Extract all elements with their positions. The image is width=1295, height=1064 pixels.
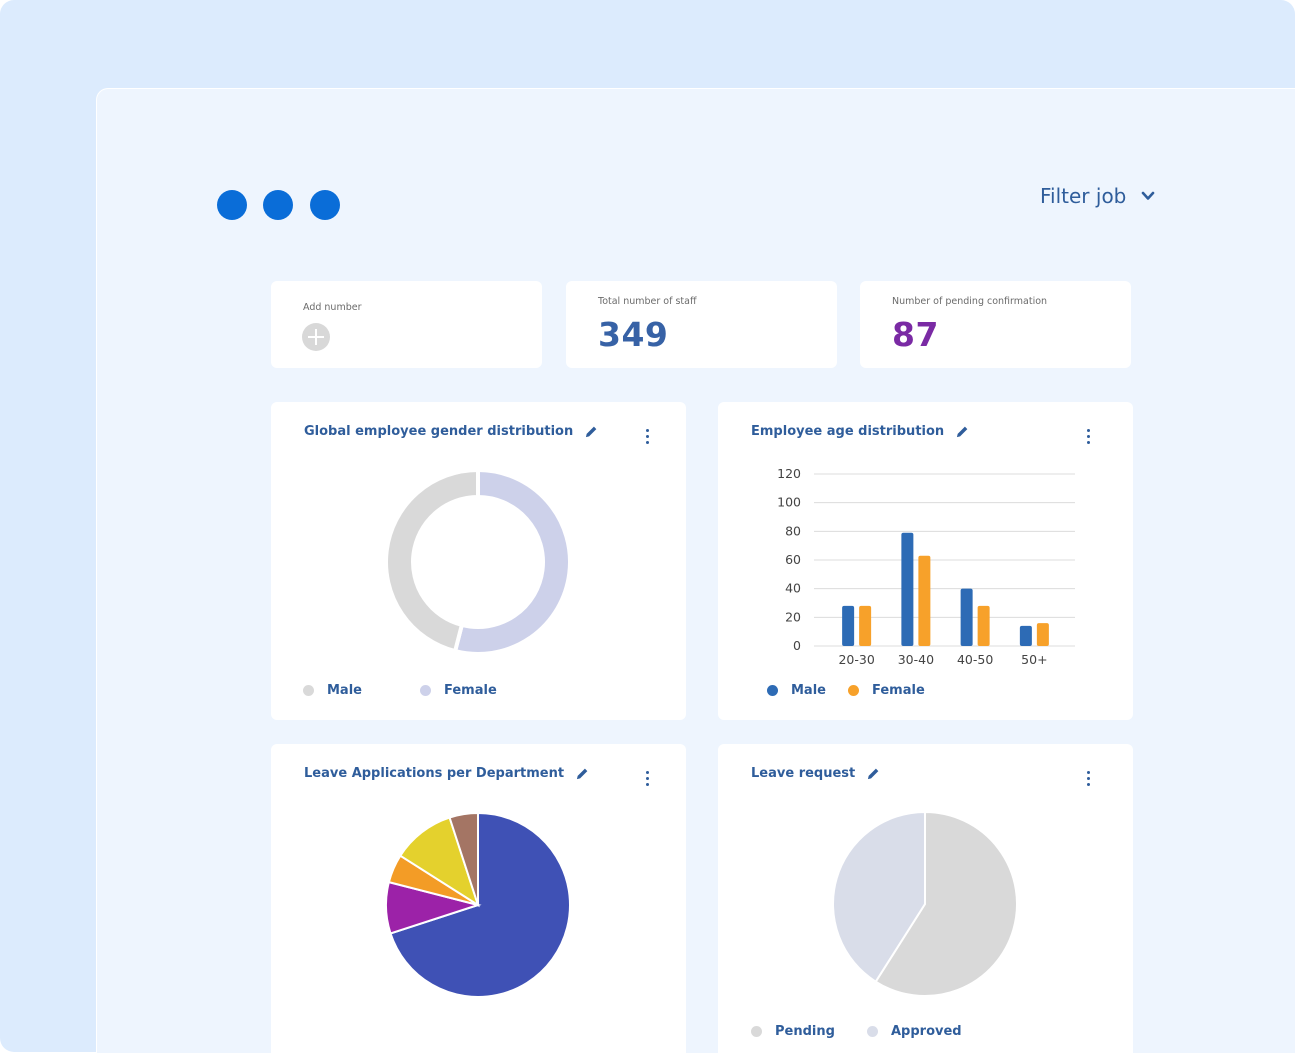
x-tick-label: 20-30: [838, 652, 874, 667]
age-card-title: Employee age distribution: [751, 424, 945, 439]
x-tick-label: 40-50: [957, 652, 993, 667]
plus-circle-icon[interactable]: [302, 323, 330, 351]
y-tick-label: 60: [785, 552, 801, 567]
pending-confirmation-label: Number of pending confirmation: [892, 296, 1048, 307]
filter-job-dropdown[interactable]: Filter job: [1040, 184, 1156, 208]
leave-per-department-card: Leave Applications per Department: [271, 744, 686, 1064]
leave-request-pie-chart: [832, 810, 1018, 997]
gender-distribution-card: Global employee gender distribution Male…: [271, 402, 686, 720]
gender-card-title: Global employee gender distribution: [304, 424, 574, 439]
y-tick-label: 20: [785, 609, 801, 624]
total-staff-label: Total number of staff: [598, 296, 697, 307]
card-title: Leave request: [751, 766, 880, 781]
legend-swatch: [867, 1026, 878, 1037]
edit-pencil-icon[interactable]: [956, 425, 969, 438]
legend-label: Female: [444, 683, 497, 698]
y-tick-label: 120: [777, 466, 801, 481]
leave-request-card-title: Leave request: [751, 766, 856, 781]
y-tick-label: 100: [777, 495, 801, 510]
gender-donut-chart: [384, 467, 572, 656]
legend-swatch: [303, 685, 314, 696]
legend-label: Pending: [775, 1024, 835, 1039]
window-dot-2: [263, 190, 293, 220]
bar-male: [901, 532, 914, 646]
bar-male: [1019, 625, 1032, 646]
x-tick-label: 30-40: [898, 652, 934, 667]
legend-label: Male: [791, 683, 826, 698]
card-title: Employee age distribution: [751, 424, 969, 439]
bar-male: [842, 605, 855, 646]
legend-swatch: [751, 1026, 762, 1037]
x-tick-label: 50+: [1021, 652, 1047, 667]
add-number-card[interactable]: Add number: [271, 281, 542, 368]
card-title: Global employee gender distribution: [304, 424, 598, 439]
legend-item-female: Female: [848, 683, 925, 698]
edit-pencil-icon[interactable]: [867, 767, 880, 780]
legend-item-approved: Approved: [867, 1024, 962, 1039]
y-tick-label: 80: [785, 523, 801, 538]
total-staff-value: 349: [598, 315, 669, 354]
card-title: Leave Applications per Department: [304, 766, 589, 781]
bar-female: [977, 605, 990, 646]
age-distribution-card: Employee age distribution 0 20 40 60 80 100 12…: [718, 402, 1133, 720]
chevron-down-icon: [1142, 191, 1155, 200]
legend-item-male: Male: [303, 683, 362, 698]
legend-swatch: [767, 685, 778, 696]
legend-item-female: Female: [420, 683, 497, 698]
legend-item-pending: Pending: [751, 1024, 835, 1039]
edit-pencil-icon[interactable]: [585, 425, 598, 438]
pie-slice: [832, 810, 926, 984]
bar-female: [859, 605, 872, 646]
legend-item-male: Male: [767, 683, 826, 698]
legend-label: Female: [872, 683, 925, 698]
window-dot-3: [310, 190, 340, 220]
filter-job-label: Filter job: [1040, 184, 1127, 208]
pie-slice: [452, 467, 572, 656]
bar-female: [918, 555, 931, 646]
pie-slice: [448, 811, 479, 906]
legend-label: Approved: [891, 1024, 962, 1039]
legend-swatch: [848, 685, 859, 696]
add-number-label: Add number: [303, 302, 362, 313]
more-options-icon[interactable]: [646, 429, 650, 445]
bar-female: [1036, 623, 1049, 646]
pending-confirmation-card: Number of pending confirmation 87: [860, 281, 1131, 368]
more-options-icon[interactable]: [1087, 429, 1091, 445]
age-bar-chart: 0 20 40 60 80 100 120 20-30 30-40 40-50 50+: [777, 466, 1075, 667]
y-tick-label: 0: [793, 638, 801, 653]
window-dot-1: [217, 190, 247, 220]
pie-slice: [384, 467, 480, 654]
edit-pencil-icon[interactable]: [576, 767, 589, 780]
bar-male: [960, 588, 973, 646]
legend-label: Male: [327, 683, 362, 698]
leave-dept-card-title: Leave Applications per Department: [304, 766, 565, 781]
y-tick-label: 40: [785, 581, 801, 596]
more-options-icon[interactable]: [1087, 771, 1091, 787]
pending-confirmation-value: 87: [892, 315, 939, 354]
total-staff-card: Total number of staff 349: [566, 281, 837, 368]
leave-request-card: Leave request Pending Approved: [718, 744, 1133, 1064]
leave-dept-pie-chart: [385, 811, 571, 998]
more-options-icon[interactable]: [646, 771, 650, 787]
pie-slice: [874, 810, 1018, 997]
legend-swatch: [420, 685, 431, 696]
